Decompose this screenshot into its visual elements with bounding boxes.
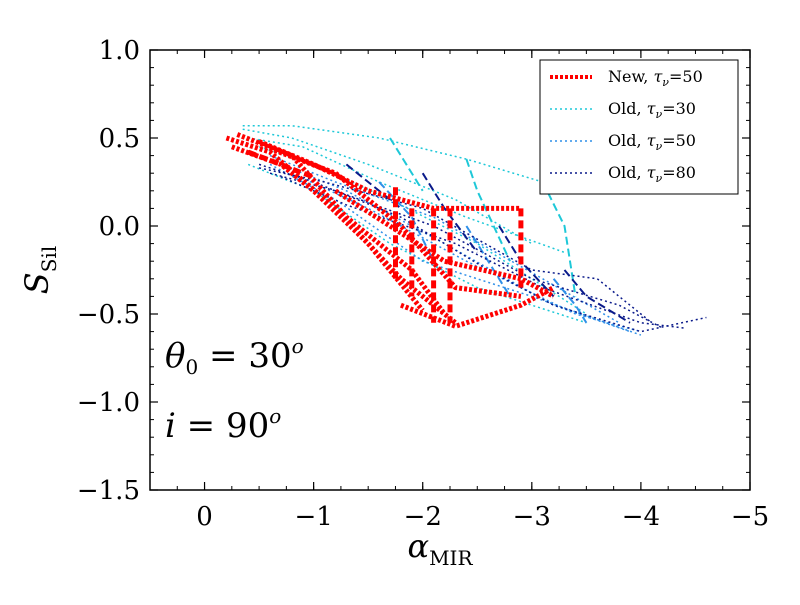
- legend-label-old-50-prefix: Old,: [608, 131, 647, 150]
- legend-label-old-30: Old, τν=30: [608, 99, 696, 121]
- x-axis-label: αMIR: [407, 527, 473, 570]
- x-tick-label: −5: [731, 502, 769, 532]
- series-3-line-5: [421, 172, 479, 253]
- y-tick-label: 0.5: [99, 124, 140, 154]
- series-1-line-3: [258, 146, 587, 315]
- annotation-theta-main: θ: [165, 336, 185, 376]
- legend-label-old-80-tau: τ: [647, 163, 657, 182]
- annotation-inclination: i = 90o: [165, 404, 281, 446]
- annotation-theta-sub: 0: [185, 355, 198, 379]
- legend-label-old-80-nu: ν: [656, 172, 663, 185]
- y-tick-label: 0.0: [99, 212, 140, 242]
- series-3-line-4: [345, 163, 402, 210]
- series-0-line-3: [258, 139, 521, 211]
- series-2-line-6: [552, 278, 588, 324]
- legend-label-old-30-prefix: Old,: [608, 99, 647, 118]
- annotation-theta: θ0 = 30o: [165, 334, 304, 379]
- y-tick-label: −0.5: [77, 300, 140, 330]
- series-1-line-2: [248, 137, 565, 254]
- series-2-line-5: [465, 225, 511, 297]
- legend-label-old-30-value: =30: [662, 99, 696, 118]
- annotation-inclination-eq: = 90: [176, 406, 269, 446]
- legend-label-old-30-tau: τ: [647, 99, 657, 118]
- series-0-line-4: [269, 146, 522, 299]
- series-0-line-1: [236, 132, 447, 316]
- legend-label-old-50: Old, τν=50: [608, 131, 696, 153]
- series-2-line-4: [378, 181, 435, 262]
- legend-label-old-80: Old, τν=80: [608, 163, 696, 185]
- x-tick-label: −3: [513, 502, 551, 532]
- annotation-theta-eq: = 30: [198, 336, 291, 376]
- y-tick-label: −1.0: [77, 388, 140, 418]
- y-axis-label-main: S: [18, 272, 56, 294]
- y-axis-label: SSil: [18, 246, 61, 294]
- legend: New, τν=50 Old, τν=30 Old, τν=50 Old, τν…: [539, 59, 739, 195]
- annotation-theta-sup: o: [292, 334, 304, 358]
- legend-label-new-50-value: =50: [669, 67, 703, 86]
- x-axis-label-sub: MIR: [429, 546, 473, 570]
- y-axis-label-sub: Sil: [37, 246, 61, 273]
- x-axis-label-main: α: [407, 527, 429, 565]
- legend-label-old-80-prefix: Old,: [608, 163, 647, 182]
- series-3-line-3: [280, 176, 685, 329]
- series-1-line-1: [242, 128, 533, 245]
- legend-label-old-50-value: =50: [662, 131, 696, 150]
- legend-label-old-30-nu: ν: [656, 108, 663, 121]
- series-1-line-5: [389, 137, 424, 192]
- annotation-inclination-main: i: [165, 406, 176, 446]
- series-0-line-5: [334, 188, 555, 299]
- x-tick-label: −4: [622, 502, 660, 532]
- legend-label-old-50-nu: ν: [656, 140, 663, 153]
- x-tick-label: −1: [294, 502, 332, 532]
- x-tick-label: 0: [196, 502, 213, 532]
- series-2-line-3: [291, 172, 642, 333]
- series-3-line-2: [269, 172, 664, 329]
- legend-label-old-50-tau: τ: [647, 131, 657, 150]
- y-tick-label: 1.0: [99, 36, 140, 66]
- x-tick-label: −2: [404, 502, 442, 532]
- y-tick-label: −1.5: [77, 476, 140, 506]
- legend-label-new-50: New, τν=50: [608, 67, 703, 89]
- legend-label-new-50-prefix: New,: [608, 67, 653, 86]
- ticks-layer: 0 −1 −2 −3 −4 −5 1.0 0.5 0.0 −0.5 −1.0 −1.5: [77, 36, 769, 532]
- series-1-line-7: [541, 181, 577, 297]
- annotation-inclination-sup: o: [269, 404, 281, 428]
- legend-label-new-50-nu: ν: [662, 76, 669, 89]
- legend-label-old-80-value: =80: [662, 163, 696, 182]
- series-2-line-0: [269, 163, 642, 336]
- series-0-line-7: [247, 149, 315, 180]
- legend-frame: [539, 59, 739, 195]
- series-1-line-6: [465, 158, 511, 262]
- series-layer: [225, 124, 707, 336]
- series-0-line-6: [399, 285, 555, 329]
- legend-label-new-50-tau: τ: [653, 67, 663, 86]
